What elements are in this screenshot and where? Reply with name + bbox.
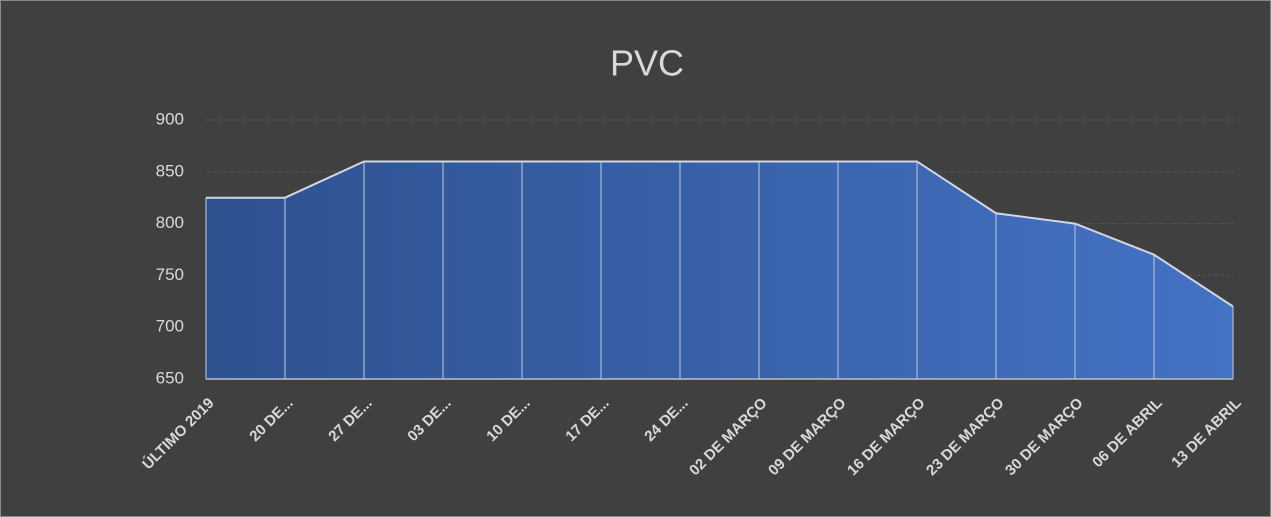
chart-title: PVC (610, 43, 684, 84)
area (206, 161, 1233, 379)
y-tick-label: 650 (156, 368, 184, 387)
y-tick-label: 800 (156, 213, 184, 232)
y-tick-label: 750 (156, 265, 184, 284)
area-outline (206, 160, 1234, 308)
y-tick-label: 900 (156, 109, 184, 128)
y-tick-label: 850 (156, 161, 184, 180)
y-tick-label: 700 (156, 317, 184, 336)
